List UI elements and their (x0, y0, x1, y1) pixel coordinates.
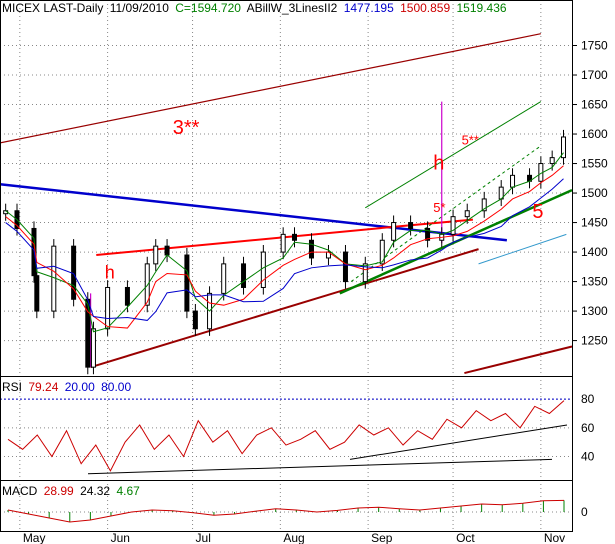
wave-5-star-label: 5* (433, 200, 445, 215)
h-label-right: h (433, 152, 444, 174)
y-tick-label: 1450 (581, 216, 608, 230)
candle-body (90, 328, 96, 368)
x-tick-label: Jul (196, 531, 211, 544)
rsi-trend-line (349, 424, 568, 460)
candle-body (153, 245, 159, 265)
rsi-tick-label: 40 (581, 450, 595, 464)
lower-trend-line (90, 248, 479, 369)
macd-value-2: 24.32 (80, 484, 111, 498)
macd-value-1: 28.99 (43, 484, 74, 498)
rsi-high: 80.00 (101, 380, 132, 394)
grid (0, 0, 572, 531)
teal-line (478, 233, 567, 265)
rsi-line (7, 400, 565, 472)
candle-body (144, 263, 150, 306)
candle-body (561, 136, 567, 159)
rsi-support-line (87, 458, 553, 475)
macd-panel (7, 499, 565, 523)
candle-body (362, 263, 368, 283)
candle-body (164, 245, 170, 256)
indicator-value-2: 1500.859 (400, 1, 451, 15)
macd-value-3: 4.67 (116, 484, 140, 498)
macd-name: MACD (2, 484, 38, 498)
candle-body (291, 233, 297, 241)
x-tick-label: May (23, 531, 46, 544)
candle-body (124, 286, 130, 306)
rsi-value: 79.24 (28, 380, 59, 394)
candle-body (280, 233, 286, 253)
blue-trend-line (0, 182, 508, 242)
rsi-tick-label: 80 (581, 392, 595, 406)
red-trend-line-extension (407, 218, 473, 227)
wave-3-label: 3** (173, 117, 200, 139)
lower-red-line (464, 345, 573, 375)
y-tick-label: 1550 (581, 157, 608, 171)
ma-mid-line (5, 165, 564, 329)
macd-line (7, 499, 565, 523)
macd-tick-label: 0 (581, 505, 588, 519)
candle-body (549, 157, 555, 165)
candle-body (260, 251, 266, 288)
indicator-value-1: 1477.195 (343, 1, 394, 15)
rsi-low: 20.00 (64, 380, 95, 394)
rsi-header: RSI 79.24 20.00 80.00 (2, 380, 134, 394)
candle-body (510, 174, 516, 188)
close-label: C=1594.720 (175, 1, 241, 15)
macd-header: MACD 28.99 24.32 4.67 (2, 484, 143, 498)
candle-body (450, 216, 456, 235)
candle-body (379, 239, 385, 265)
y-tick-label: 1750 (581, 39, 608, 53)
indicator-label: ABillW_3LinesII2 (246, 1, 338, 15)
candle-body (308, 239, 314, 259)
red-trend-line (96, 224, 408, 257)
price-candles (3, 129, 567, 375)
candle-body (464, 210, 470, 218)
annotations: 3** h h 5* 5** 5 (105, 117, 544, 283)
x-tick-label: Nov (544, 531, 565, 544)
wave-5-double-star-label: 5** (462, 133, 479, 148)
indicator-value-3: 1519.436 (456, 1, 507, 15)
candle-body (481, 198, 487, 212)
y-tick-label: 1400 (581, 245, 608, 259)
rsi-panel (0, 398, 572, 475)
candle-body (221, 263, 227, 294)
symbol-label: MICEX LAST-Daily (2, 1, 104, 15)
candle-body (408, 222, 414, 229)
rsi-tick-label: 60 (581, 421, 595, 435)
y-tick-label: 1350 (581, 275, 608, 289)
candle-body (34, 275, 40, 312)
price-header: MICEX LAST-Daily 11/09/2010 C=1594.720 A… (2, 1, 510, 15)
candle-body (105, 286, 111, 330)
candle-body (391, 222, 397, 241)
y-tick-label: 1300 (581, 304, 608, 318)
candle-body (342, 251, 348, 283)
y-tick-label: 1500 (581, 186, 608, 200)
x-tick-label: Sep (371, 531, 393, 544)
ma-slow-line (5, 178, 564, 321)
candle-body (425, 227, 431, 241)
y-tick-label: 1250 (581, 334, 608, 348)
wave-5-label: 5 (532, 201, 543, 223)
x-tick-label: Jun (111, 531, 130, 544)
candle-body (184, 254, 190, 312)
date-label: 11/09/2010 (109, 1, 169, 15)
upper-channel-line (0, 33, 541, 144)
y-tick-label: 1700 (581, 68, 608, 82)
rsi-name: RSI (2, 380, 23, 394)
y-tick-label: 1600 (581, 127, 608, 141)
y-tick-label: 1650 (581, 98, 608, 112)
x-tick-label: Aug (283, 531, 304, 544)
candle-body (192, 310, 198, 330)
h-label-left: h (105, 263, 115, 283)
x-tick-label: Oct (456, 531, 475, 544)
candle-body (241, 263, 247, 288)
green-channel-line (365, 101, 542, 209)
green-dashed-line (350, 145, 542, 282)
